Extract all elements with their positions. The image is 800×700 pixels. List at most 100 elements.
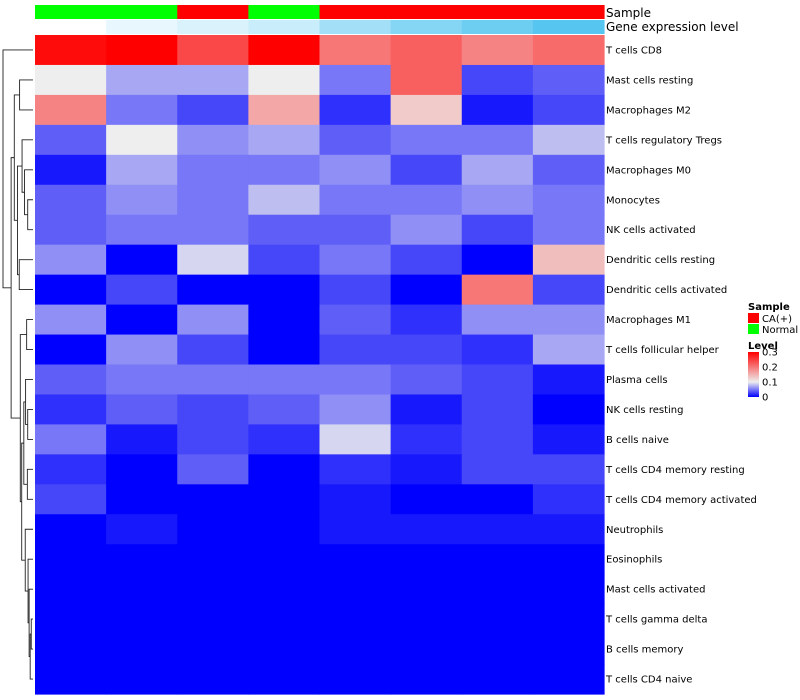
heatmap-cell-mast-cells-activated-col-3 [177, 574, 249, 605]
level-annotation-cell-3 [177, 20, 249, 34]
heatmap-cell-t-cells-cd4-memory-activated-col-5 [319, 484, 392, 515]
heatmap-cell-mast-cells-activated-col-4 [248, 574, 321, 605]
heatmap-cell-monocytes-col-7 [461, 184, 534, 216]
level-annotation-cell-8 [532, 20, 605, 34]
heatmap-cell-macrophages-m2-col-4 [248, 94, 321, 126]
heatmap-cell-t-cells-cd8-col-7 [461, 35, 534, 66]
heatmap-cell-neutrophils-col-3 [177, 514, 249, 545]
legend-swatch-ca [748, 313, 759, 323]
heatmap-cell-nk-cells-activated-col-4 [248, 214, 321, 246]
level-annotation-label: Gene expression level [606, 20, 739, 34]
heatmap-cell-macrophages-m2-col-8 [532, 94, 605, 126]
heatmap-cell-mast-cells-activated-col-8 [532, 574, 605, 605]
dendrogram-branch-18 [19, 79, 33, 111]
heatmap-cell-macrophages-m1-col-6 [390, 304, 463, 336]
heatmap-cell-t-cells-regulatory-tregs-col-1 [35, 124, 107, 156]
heatmap-cell-neutrophils-col-7 [461, 514, 534, 545]
legend-tick-0-3: 0.3 [762, 348, 778, 359]
heatmap-cell-b-cells-naive-col-2 [106, 424, 178, 455]
dendrogram-branch-1 [30, 618, 33, 650]
heatmap-cell-macrophages-m2-col-3 [177, 94, 249, 126]
heatmap-cell-t-cells-follicular-helper-col-5 [319, 334, 392, 366]
heatmap-cell-b-cells-naive-col-3 [177, 424, 249, 455]
heatmap-cell-t-cells-cd4-memory-activated-col-8 [532, 484, 605, 515]
heatmap-cell-neutrophils-col-5 [319, 514, 392, 545]
heatmap-cell-t-cells-regulatory-tregs-col-4 [248, 124, 321, 156]
heatmap-cell-macrophages-m2-col-1 [35, 94, 107, 126]
heatmap-cell-t-cells-cd8-col-5 [319, 35, 392, 66]
heatmap-cells [35, 35, 605, 695]
heatmap-cell-nk-cells-resting-col-2 [106, 394, 178, 425]
heatmap-cell-b-cells-naive-col-8 [532, 424, 605, 455]
heatmap-cell-plasma-cells-col-3 [177, 364, 249, 396]
level-annotation-cell-2 [106, 20, 178, 34]
heatmap-cell-dendritic-cells-resting-col-1 [35, 244, 107, 276]
level-annotation-cell-6 [390, 20, 463, 34]
heatmap-cell-b-cells-memory-col-8 [532, 634, 605, 665]
heatmap-cell-neutrophils-col-1 [35, 514, 107, 545]
level-annotation-bar [35, 20, 605, 34]
dendrogram-branch-16 [18, 259, 33, 291]
row-label-t-cells-cd4-memory-resting: T cells CD4 memory resting [605, 465, 745, 476]
heatmap-cell-t-cells-cd4-naive-col-1 [35, 664, 107, 695]
heatmap-cell-dendritic-cells-activated-col-8 [532, 274, 605, 306]
heatmap-cell-nk-cells-resting-col-4 [248, 394, 321, 425]
row-label-t-cells-cd8: T cells CD8 [605, 45, 662, 56]
heatmap-cell-t-cells-cd4-memory-resting-col-4 [248, 454, 321, 485]
heatmap-cell-eosinophils-col-1 [35, 544, 107, 575]
level-annotation-cell-4 [248, 20, 321, 34]
row-label-monocytes: Monocytes [606, 195, 660, 206]
heatmap-cell-neutrophils-col-6 [390, 514, 463, 545]
heatmap-cell-dendritic-cells-activated-col-2 [106, 274, 178, 306]
heatmap-cell-t-cells-regulatory-tregs-col-8 [532, 124, 605, 156]
heatmap-cell-t-cells-cd8-col-4 [248, 35, 321, 66]
heatmap-cell-t-cells-cd4-memory-activated-col-3 [177, 484, 249, 515]
heatmap-cell-t-cells-cd4-naive-col-5 [319, 664, 392, 695]
heatmap-cell-neutrophils-col-2 [106, 514, 178, 545]
dendrogram-branch-13 [27, 199, 33, 231]
heatmap-cell-eosinophils-col-5 [319, 544, 392, 575]
heatmap-cell-t-cells-follicular-helper-col-3 [177, 334, 249, 366]
heatmap-cell-neutrophils-col-4 [248, 514, 321, 545]
heatmap-cell-dendritic-cells-resting-col-7 [461, 244, 534, 276]
row-label-mast-cells-activated: Mast cells activated [606, 585, 705, 596]
heatmap-cell-nk-cells-activated-col-2 [106, 214, 178, 246]
heatmap-cell-t-cells-cd4-memory-activated-col-1 [35, 484, 107, 515]
row-label-b-cells-memory: B cells memory [606, 645, 683, 656]
heatmap-cell-t-cells-cd4-naive-col-2 [106, 664, 178, 695]
heatmap-cell-dendritic-cells-resting-col-8 [532, 244, 605, 276]
sample-annotation-cell-8 [532, 5, 605, 19]
heatmap-cell-monocytes-col-2 [106, 184, 178, 216]
heatmap-cell-macrophages-m0-col-3 [177, 154, 249, 186]
heatmap-cell-b-cells-naive-col-5 [319, 424, 392, 455]
heatmap-cell-macrophages-m2-col-5 [319, 94, 392, 126]
heatmap-cell-mast-cells-resting-col-5 [319, 64, 392, 96]
heatmap-cell-b-cells-naive-col-7 [461, 424, 534, 455]
heatmap-cell-t-cells-cd8-col-8 [532, 35, 605, 66]
heatmap-cell-macrophages-m2-col-6 [390, 94, 463, 126]
heatmap-cell-dendritic-cells-resting-col-2 [106, 244, 178, 276]
legend: Sample CA(+) Normal Level 0.3 0.2 0.1 0 [748, 302, 798, 404]
heatmap-cell-t-cells-cd4-memory-resting-col-1 [35, 454, 107, 485]
heatmap-cell-macrophages-m0-col-1 [35, 154, 107, 186]
heatmap-cell-t-cells-gamma-delta-col-6 [390, 604, 463, 635]
heatmap-cell-monocytes-col-1 [35, 184, 107, 216]
row-label-dendritic-cells-activated: Dendritic cells activated [606, 285, 727, 296]
heatmap-cell-dendritic-cells-resting-col-4 [248, 244, 321, 276]
row-dendrogram [2, 49, 33, 680]
heatmap-cell-b-cells-memory-col-5 [319, 634, 392, 665]
legend-tick-0: 0 [762, 393, 768, 404]
heatmap-cell-plasma-cells-col-1 [35, 364, 107, 396]
heatmap-cell-monocytes-col-5 [319, 184, 392, 216]
heatmap-cell-nk-cells-activated-col-8 [532, 214, 605, 246]
dendrogram-branch-21 [2, 49, 33, 289]
heatmap-cell-nk-cells-activated-col-7 [461, 214, 534, 246]
heatmap-cell-nk-cells-resting-col-5 [319, 394, 392, 425]
heatmap-cell-b-cells-memory-col-6 [390, 634, 463, 665]
row-label-t-cells-cd4-memory-activated: T cells CD4 memory activated [605, 495, 757, 506]
heatmap-cell-dendritic-cells-activated-col-7 [461, 274, 534, 306]
heatmap-cell-nk-cells-activated-col-5 [319, 214, 392, 246]
heatmap-cell-macrophages-m1-col-5 [319, 304, 392, 336]
heatmap-cell-t-cells-cd4-memory-resting-col-6 [390, 454, 463, 485]
heatmap-cell-nk-cells-resting-col-1 [35, 394, 107, 425]
